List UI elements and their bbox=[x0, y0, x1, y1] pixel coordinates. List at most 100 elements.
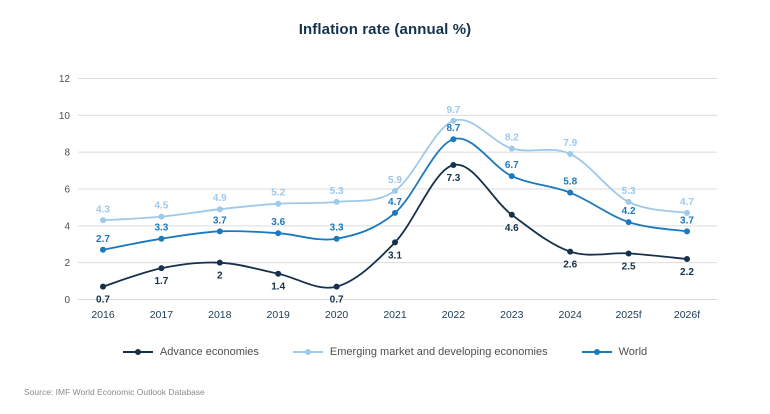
data-label-emerging-market-and-developing-economies-2021: 5.9 bbox=[388, 175, 402, 186]
data-point-advance-economies-2024 bbox=[567, 248, 574, 255]
data-point-emerging-market-and-developing-economies-2016 bbox=[100, 217, 106, 224]
data-label-emerging-market-and-developing-economies-2024: 7.9 bbox=[563, 138, 577, 149]
x-tick-label-2025f: 2025f bbox=[615, 309, 641, 321]
data-point-world-2019 bbox=[275, 230, 282, 237]
data-label-world-2017: 3.3 bbox=[154, 223, 168, 234]
data-label-advance-economies-2016: 0.7 bbox=[96, 295, 110, 306]
data-point-advance-economies-2016 bbox=[100, 283, 106, 290]
data-point-emerging-market-and-developing-economies-2026f bbox=[684, 209, 690, 216]
data-label-emerging-market-and-developing-economies-2020: 5.3 bbox=[330, 186, 344, 197]
data-label-advance-economies-2017: 1.7 bbox=[154, 276, 168, 287]
data-point-advance-economies-2022 bbox=[450, 162, 457, 169]
data-point-emerging-market-and-developing-economies-2018 bbox=[216, 206, 223, 213]
data-label-advance-economies-2024: 2.6 bbox=[563, 260, 577, 271]
legend-label-advance-economies: Advance economies bbox=[159, 346, 259, 358]
legend-item-advance-economies: Advance economies bbox=[122, 346, 259, 358]
legend-marker-emerging-economies-icon bbox=[292, 349, 323, 355]
data-label-advance-economies-2019: 1.4 bbox=[271, 282, 285, 293]
data-point-advance-economies-2021 bbox=[392, 239, 398, 246]
data-point-world-2016 bbox=[100, 246, 106, 253]
data-label-world-2025f: 4.2 bbox=[622, 206, 636, 217]
x-tick-label-2021: 2021 bbox=[383, 309, 407, 321]
data-point-advance-economies-2017 bbox=[158, 265, 165, 272]
data-label-advance-economies-2018: 2 bbox=[217, 271, 223, 282]
series-line-advance-economies bbox=[102, 163, 688, 289]
data-point-world-2022 bbox=[450, 136, 457, 143]
data-point-emerging-market-and-developing-economies-2019 bbox=[275, 200, 282, 207]
data-point-emerging-market-and-developing-economies-2017 bbox=[158, 213, 165, 220]
y-tick-label-12: 12 bbox=[59, 74, 71, 85]
data-point-emerging-market-and-developing-economies-2020 bbox=[333, 198, 340, 205]
line-chart-plot: 0 2 4 6 8 10 12 2016 2017 2018 2019 2020 2021 2022 202… bbox=[59, 74, 717, 321]
x-tick-label-2023: 2023 bbox=[500, 309, 524, 321]
data-label-advance-economies-2026f: 2.2 bbox=[680, 267, 694, 278]
y-tick-label-10: 10 bbox=[59, 111, 71, 122]
y-tick-label-2: 2 bbox=[64, 258, 70, 269]
data-point-emerging-market-and-developing-economies-2025f bbox=[625, 198, 632, 205]
data-label-advance-economies-2023: 4.6 bbox=[505, 223, 519, 234]
data-point-emerging-market-and-developing-economies-2022 bbox=[450, 117, 457, 124]
data-point-advance-economies-2025f bbox=[625, 250, 632, 257]
data-label-world-2020: 3.3 bbox=[330, 223, 344, 234]
data-label-emerging-market-and-developing-economies-2026f: 4.7 bbox=[680, 197, 694, 208]
data-point-world-2024 bbox=[567, 189, 574, 196]
data-label-emerging-market-and-developing-economies-2022: 9.7 bbox=[446, 105, 460, 116]
data-label-emerging-market-and-developing-economies-2017: 4.5 bbox=[154, 201, 168, 212]
legend-item-world: World bbox=[581, 346, 648, 358]
data-label-advance-economies-2025f: 2.5 bbox=[622, 261, 636, 272]
data-label-world-2019: 3.6 bbox=[271, 217, 285, 228]
data-point-emerging-market-and-developing-economies-2024 bbox=[567, 150, 574, 157]
data-label-world-2026f: 3.7 bbox=[680, 215, 694, 226]
source-note: Source: IMF World Economic Outlook Datab… bbox=[24, 387, 205, 397]
x-tick-label-2017: 2017 bbox=[150, 309, 174, 321]
data-label-world-2023: 6.7 bbox=[505, 160, 519, 171]
chart-legend: Advance economies Emerging market and de… bbox=[0, 346, 770, 358]
data-point-advance-economies-2023 bbox=[508, 211, 515, 218]
y-tick-label-4: 4 bbox=[64, 221, 70, 232]
data-label-emerging-market-and-developing-economies-2018: 4.9 bbox=[213, 193, 227, 204]
data-label-emerging-market-and-developing-economies-2023: 8.2 bbox=[505, 132, 519, 143]
data-label-world-2022: 8.7 bbox=[446, 123, 460, 134]
y-tick-label-8: 8 bbox=[64, 148, 70, 159]
legend-marker-world-icon bbox=[581, 349, 612, 355]
data-label-world-2024: 5.8 bbox=[563, 177, 577, 188]
data-label-world-2021: 4.7 bbox=[388, 197, 402, 208]
x-tick-label-2026f: 2026f bbox=[674, 309, 700, 321]
x-tick-label-2019: 2019 bbox=[267, 309, 291, 321]
x-tick-label-2024: 2024 bbox=[559, 309, 583, 321]
data-point-world-2026f bbox=[684, 228, 690, 235]
data-point-world-2025f bbox=[625, 219, 632, 226]
data-point-advance-economies-2019 bbox=[275, 270, 282, 277]
x-tick-label-2018: 2018 bbox=[208, 309, 232, 321]
x-tick-label-2016: 2016 bbox=[91, 309, 115, 321]
data-point-advance-economies-2020 bbox=[333, 283, 340, 290]
data-point-emerging-market-and-developing-economies-2023 bbox=[508, 145, 515, 152]
series-line-emerging-market-and-developing-economies bbox=[102, 118, 688, 222]
chart-title: Inflation rate (annual %) bbox=[298, 21, 472, 38]
data-label-advance-economies-2021: 3.1 bbox=[388, 250, 402, 261]
x-tick-label-2020: 2020 bbox=[325, 309, 349, 321]
x-tick-label-2022: 2022 bbox=[442, 309, 466, 321]
data-point-world-2021 bbox=[392, 209, 398, 216]
data-point-world-2018 bbox=[216, 228, 223, 235]
data-label-world-2016: 2.7 bbox=[96, 234, 110, 245]
data-label-advance-economies-2020: 0.7 bbox=[330, 295, 344, 306]
data-label-advance-economies-2022: 7.3 bbox=[446, 173, 460, 184]
legend-label-world: World bbox=[618, 346, 648, 358]
legend-item-emerging-economies: Emerging market and developing economies bbox=[292, 346, 548, 358]
data-label-emerging-market-and-developing-economies-2025f: 5.3 bbox=[622, 186, 636, 197]
data-point-world-2020 bbox=[333, 235, 340, 242]
legend-marker-advance-economies-icon bbox=[122, 349, 153, 355]
data-label-emerging-market-and-developing-economies-2019: 5.2 bbox=[271, 188, 285, 199]
data-label-emerging-market-and-developing-economies-2016: 4.3 bbox=[96, 204, 110, 215]
legend-label-emerging-economies: Emerging market and developing economies bbox=[329, 346, 548, 358]
data-point-world-2017 bbox=[158, 235, 165, 242]
y-tick-label-6: 6 bbox=[64, 184, 70, 195]
y-tick-label-0: 0 bbox=[64, 295, 70, 306]
data-point-advance-economies-2018 bbox=[216, 259, 223, 266]
data-point-advance-economies-2026f bbox=[684, 255, 690, 262]
data-point-emerging-market-and-developing-economies-2021 bbox=[392, 187, 398, 194]
series-line-world bbox=[102, 137, 688, 251]
data-label-world-2018: 3.7 bbox=[213, 215, 227, 226]
